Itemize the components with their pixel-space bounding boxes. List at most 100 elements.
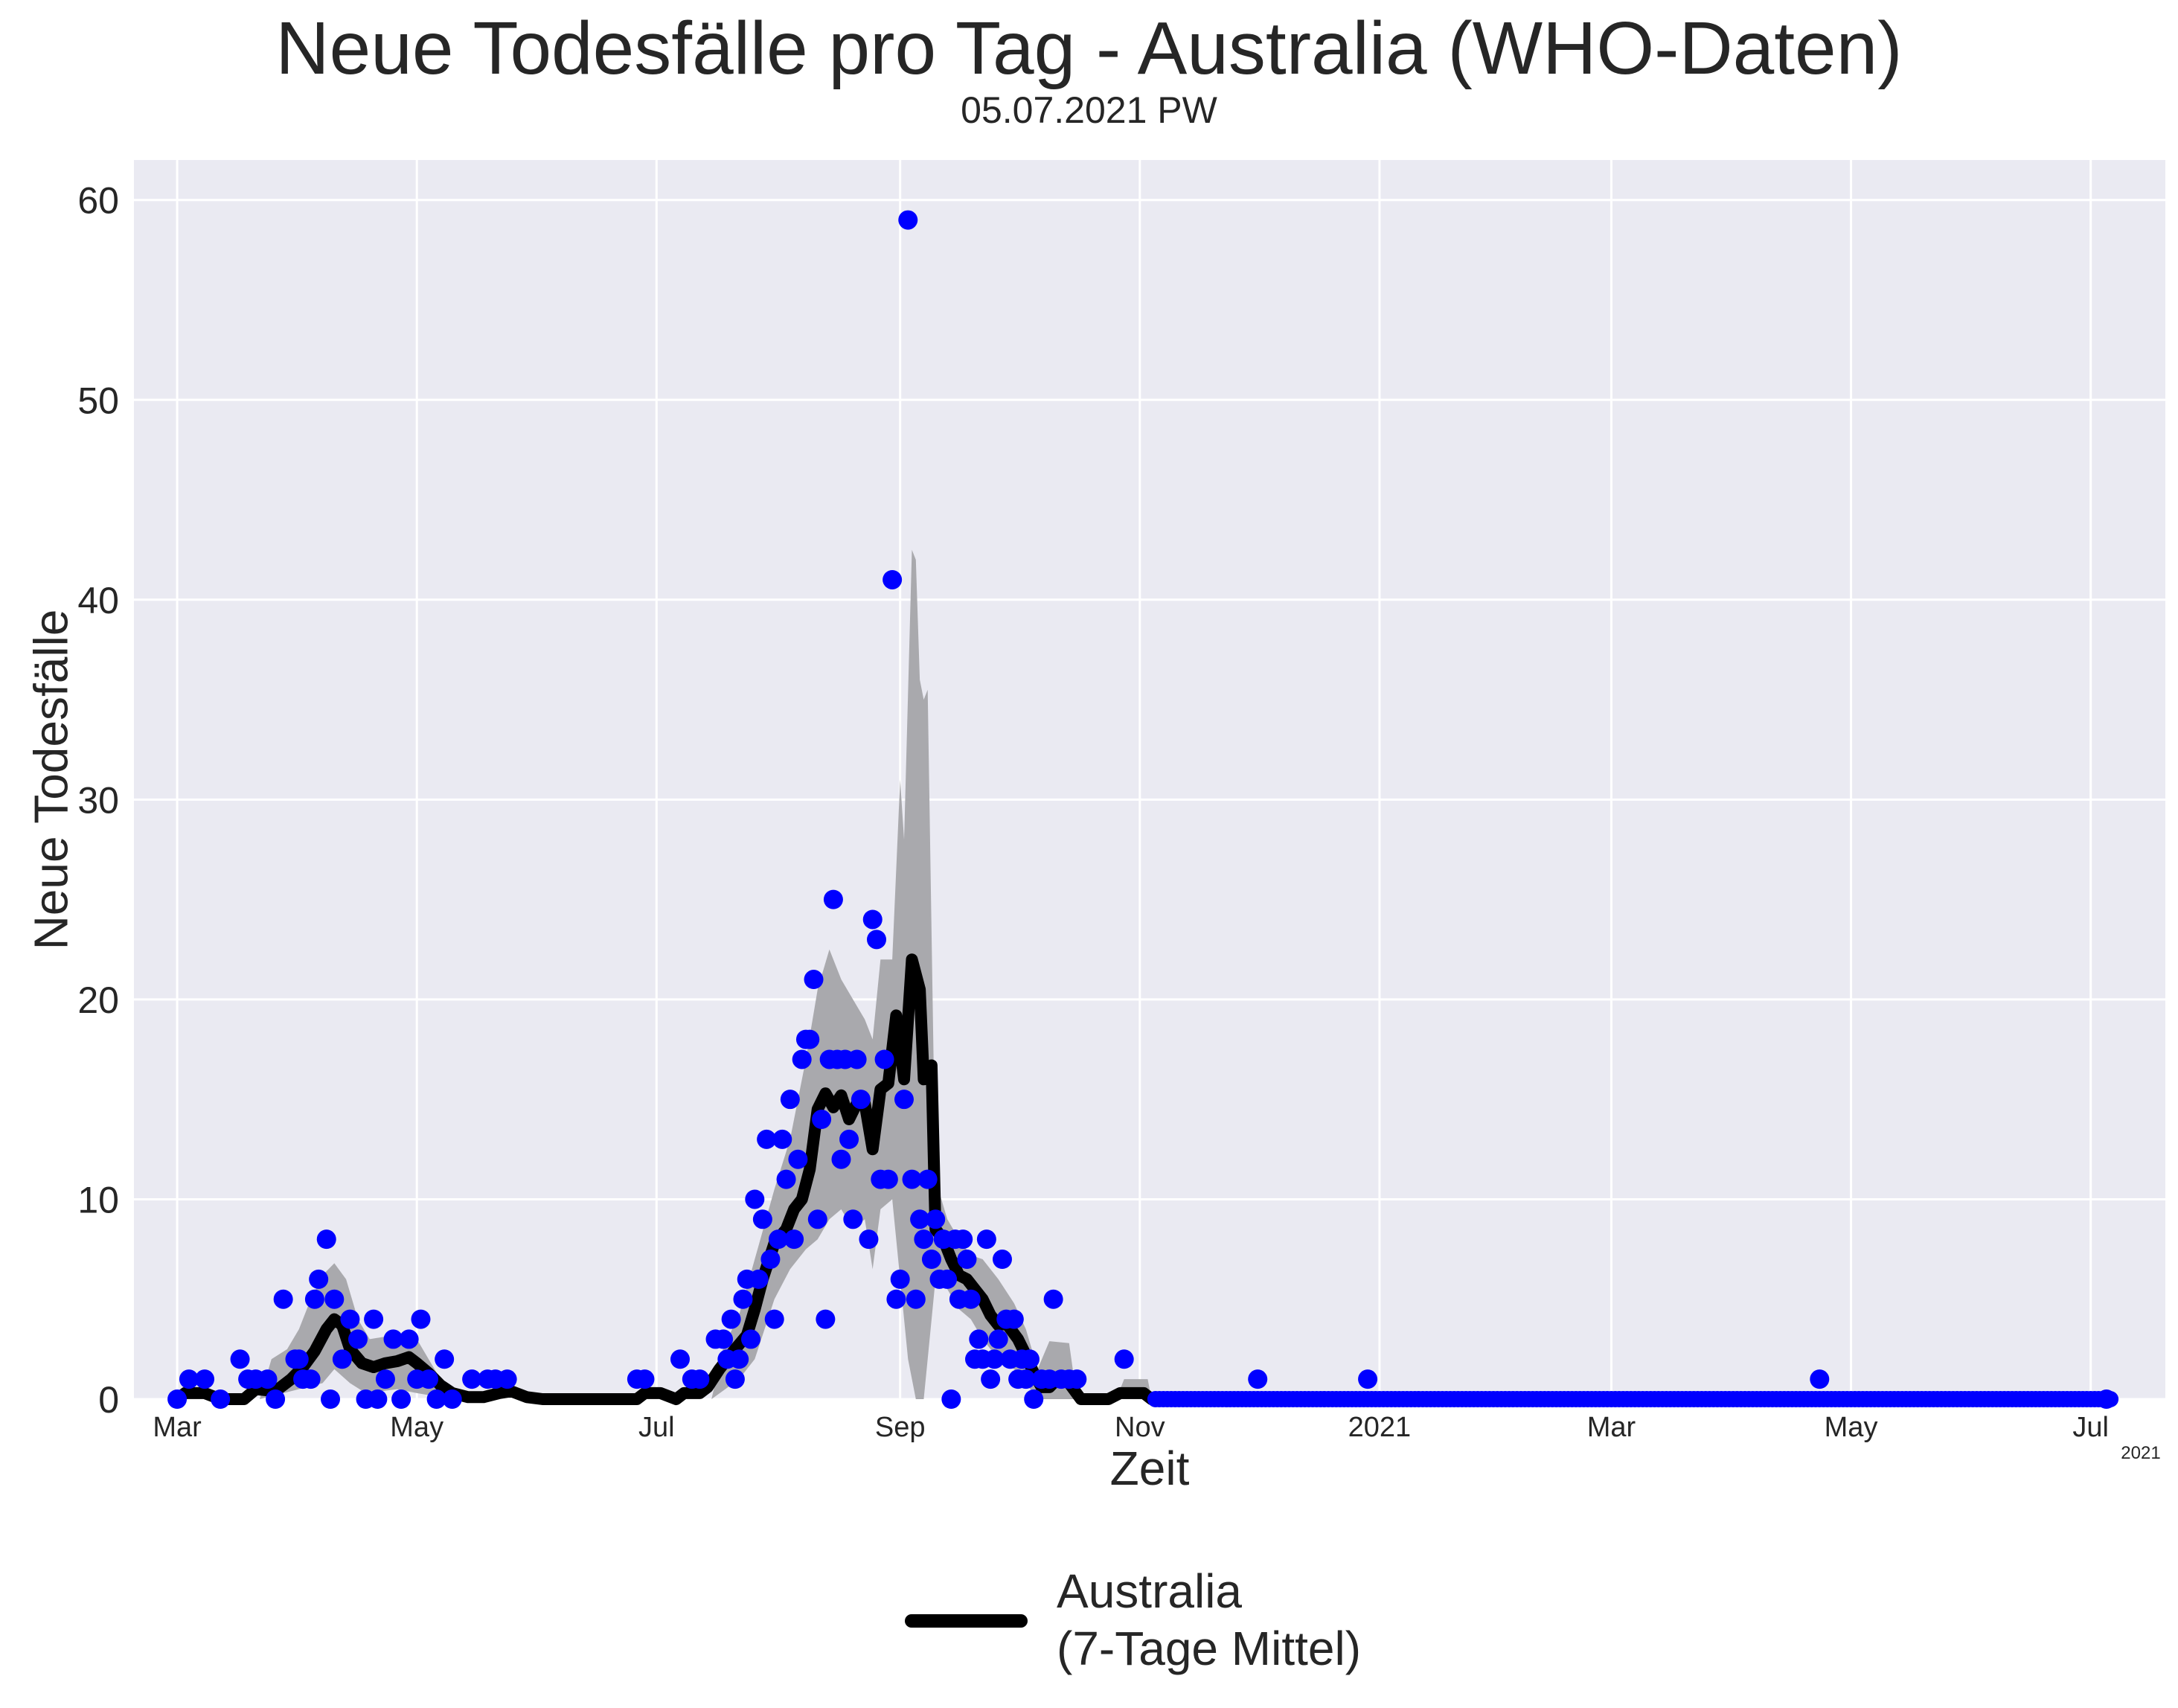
data-point <box>729 1349 749 1369</box>
data-point <box>167 1389 188 1409</box>
x-tick-label: May <box>1825 1412 1878 1443</box>
data-point <box>230 1349 250 1369</box>
data-point <box>839 1129 859 1149</box>
data-point <box>332 1349 352 1369</box>
x-tick-label: 2021 <box>1348 1412 1412 1443</box>
data-point <box>902 1169 922 1189</box>
y-tick-label: 50 <box>77 380 119 421</box>
data-point <box>878 1169 898 1189</box>
data-point <box>752 1209 772 1229</box>
data-point <box>886 1289 906 1309</box>
y-tick-label: 30 <box>77 779 119 821</box>
data-point <box>807 1209 827 1229</box>
data-point <box>309 1269 329 1289</box>
data-point <box>847 1049 867 1069</box>
data-point <box>843 1209 863 1229</box>
data-point <box>804 970 824 990</box>
data-point <box>635 1369 655 1389</box>
x-tick-label: Jul <box>2072 1412 2109 1443</box>
data-point <box>776 1169 796 1189</box>
data-point <box>375 1369 395 1389</box>
data-point <box>301 1369 321 1389</box>
data-point <box>1024 1389 1044 1409</box>
x-axis-label: Zeit <box>1110 1442 1190 1495</box>
line-layer <box>171 953 2117 1405</box>
data-point <box>419 1369 439 1389</box>
data-point <box>859 1229 879 1250</box>
data-point <box>874 1049 894 1069</box>
data-point <box>784 1229 804 1250</box>
y-tick-label: 0 <box>98 1379 119 1421</box>
data-point <box>823 889 843 909</box>
data-point <box>725 1369 745 1389</box>
y-tick-label: 20 <box>77 979 119 1021</box>
data-point <box>304 1289 324 1309</box>
data-point <box>1004 1309 1024 1329</box>
data-point <box>1248 1369 1268 1389</box>
x-tick-label: Mar <box>1587 1412 1636 1443</box>
chart-title: Neue Todesfälle pro Tag - Australia (WHO… <box>275 7 1903 90</box>
y-axis-label: Neue Todesfälle <box>24 610 77 950</box>
data-point <box>910 1209 930 1229</box>
chart-subtitle: 05.07.2021 PW <box>961 89 1217 131</box>
data-point <box>768 1229 788 1250</box>
x-tick-label: Nov <box>1115 1412 1165 1443</box>
y-tick-labels: 0 10 20 30 40 50 60 <box>77 180 119 1421</box>
data-point <box>867 930 887 950</box>
data-point <box>788 1149 808 1169</box>
data-point <box>921 1250 941 1270</box>
data-point <box>969 1329 989 1349</box>
x-tick-label: May <box>390 1412 443 1443</box>
data-point <box>976 1229 996 1250</box>
data-point <box>1810 1369 1830 1389</box>
data-point <box>961 1289 981 1309</box>
data-point <box>981 1369 1001 1389</box>
data-point <box>812 1110 832 1130</box>
x-tick-label: Sep <box>875 1412 926 1443</box>
data-point <box>442 1389 462 1409</box>
data-point <box>211 1389 231 1409</box>
data-point <box>890 1269 910 1289</box>
data-point <box>745 1189 765 1209</box>
data-point <box>273 1289 293 1309</box>
x-tick-label: Jul <box>638 1412 675 1443</box>
data-point <box>391 1389 411 1409</box>
data-point <box>316 1229 336 1250</box>
data-point <box>690 1369 710 1389</box>
data-point <box>347 1329 368 1349</box>
data-point <box>741 1329 761 1349</box>
data-point <box>772 1129 792 1149</box>
data-point <box>257 1369 278 1389</box>
data-point <box>1114 1349 1134 1369</box>
data-point <box>816 1309 836 1329</box>
data-point <box>984 1349 1005 1369</box>
y-tick-label: 10 <box>77 1179 119 1221</box>
data-point <box>399 1329 419 1349</box>
data-point <box>289 1349 309 1369</box>
data-point <box>1016 1369 1036 1389</box>
data-point <box>898 210 918 230</box>
data-point <box>364 1309 384 1329</box>
data-point <box>914 1229 934 1250</box>
data-point <box>1043 1289 1063 1309</box>
data-point <box>426 1389 446 1409</box>
data-point <box>435 1349 455 1369</box>
y-tick-label: 40 <box>77 580 119 621</box>
mean-line <box>171 953 2117 1405</box>
data-point <box>757 1129 777 1149</box>
data-point <box>894 1090 914 1110</box>
data-point <box>988 1329 1008 1349</box>
data-point <box>721 1309 741 1329</box>
data-point <box>851 1090 871 1110</box>
plot-area <box>134 160 2165 1399</box>
data-point <box>883 569 903 589</box>
legend: Australia (7-Tage Mittel) <box>905 1564 1361 1675</box>
data-point <box>266 1389 286 1409</box>
data-point <box>321 1389 341 1409</box>
x-offset-label: 2021 <box>2121 1443 2160 1463</box>
data-point <box>906 1289 926 1309</box>
data-point <box>760 1250 781 1270</box>
data-point <box>764 1309 784 1329</box>
data-point <box>383 1329 403 1349</box>
